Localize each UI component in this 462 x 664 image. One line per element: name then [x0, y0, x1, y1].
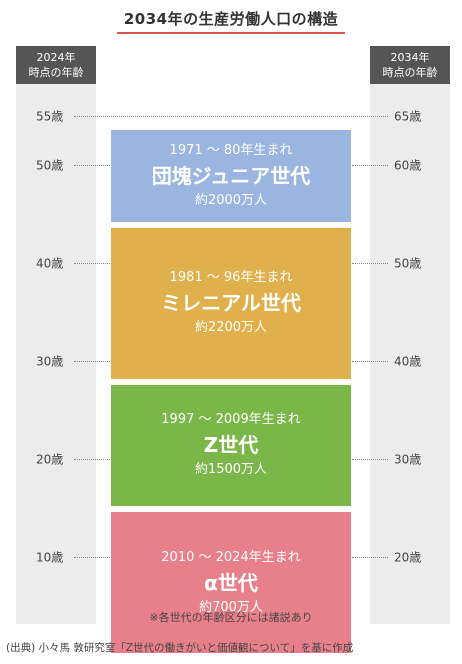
source-credit: (出典) 小々馬 敦研究室「Z世代の働きがいと価値観について」を基に作成 [6, 642, 354, 654]
left-age-tick: 20歳 [36, 452, 64, 467]
left-age-guide [74, 263, 110, 264]
right-age-tick: 65歳 [394, 109, 422, 124]
left-age-guide [74, 557, 110, 558]
right-header-text: 2034年 時点の年齢 [382, 51, 438, 79]
population: 約2000万人 [194, 192, 268, 208]
birth-years: 1971 ～ 80年生まれ [169, 142, 293, 158]
left-age-header: 2024年 時点の年齢 [16, 46, 96, 84]
generation-name: α世代 [204, 570, 258, 595]
left-age-tick: 55歳 [36, 109, 64, 124]
birth-years: 1997 ～ 2009年生まれ [161, 412, 301, 428]
right-age-guide [352, 557, 388, 558]
diagram-title: 2034年の生産労働人口の構造 [123, 10, 339, 28]
right-age-tick: 20歳 [394, 550, 422, 565]
band-gen-z: 1997 ～ 2009年生まれ Z世代約1500万人 [111, 384, 351, 506]
right-age-tick: 60歳 [394, 158, 422, 173]
right-age-guide [352, 165, 388, 166]
right-age-tick: 50歳 [394, 256, 422, 271]
band-millennial: 1981 ～ 96年生まれミレニアル世代約2200万人 [111, 227, 351, 379]
birth-years: 1981 ～ 96年生まれ [169, 270, 293, 286]
title-underline [117, 32, 345, 34]
generation-name: ミレニアル世代 [161, 291, 301, 316]
footnote: ※各世代の年齢区分には諸説あり [149, 611, 313, 624]
right-age-guide [352, 459, 388, 460]
left-age-column [16, 46, 96, 624]
right-age-tick: 30歳 [394, 452, 422, 467]
right-age-guide [352, 361, 388, 362]
left-age-guide [74, 459, 110, 460]
right-age-header: 2034年 時点の年齢 [370, 46, 450, 84]
left-age-tick: 50歳 [36, 158, 64, 173]
right-age-guide [352, 263, 388, 264]
left-age-guide [74, 116, 388, 117]
generation-name: 団塊ジュニア世代 [151, 163, 311, 188]
left-age-guide [74, 361, 110, 362]
population: 約700万人 [199, 599, 263, 615]
left-age-tick: 40歳 [36, 256, 64, 271]
right-age-column [370, 46, 450, 624]
right-age-tick: 40歳 [394, 354, 422, 369]
left-age-tick: 10歳 [36, 550, 64, 565]
left-age-tick: 30歳 [36, 354, 64, 369]
population: 約2200万人 [194, 320, 268, 336]
generation-name: Z世代 [203, 433, 259, 458]
left-age-guide [74, 165, 110, 166]
birth-years: 2010 ～ 2024年生まれ [161, 549, 301, 565]
population: 約1500万人 [194, 462, 268, 478]
left-header-text: 2024年 時点の年齢 [28, 51, 84, 79]
band-gen-alpha: 2010 ～ 2024年生まれ α世代約700万人 [111, 512, 351, 653]
band-dankai-junior: 1971 ～ 80年生まれ団塊ジュニア世代約2000万人 [111, 129, 351, 222]
